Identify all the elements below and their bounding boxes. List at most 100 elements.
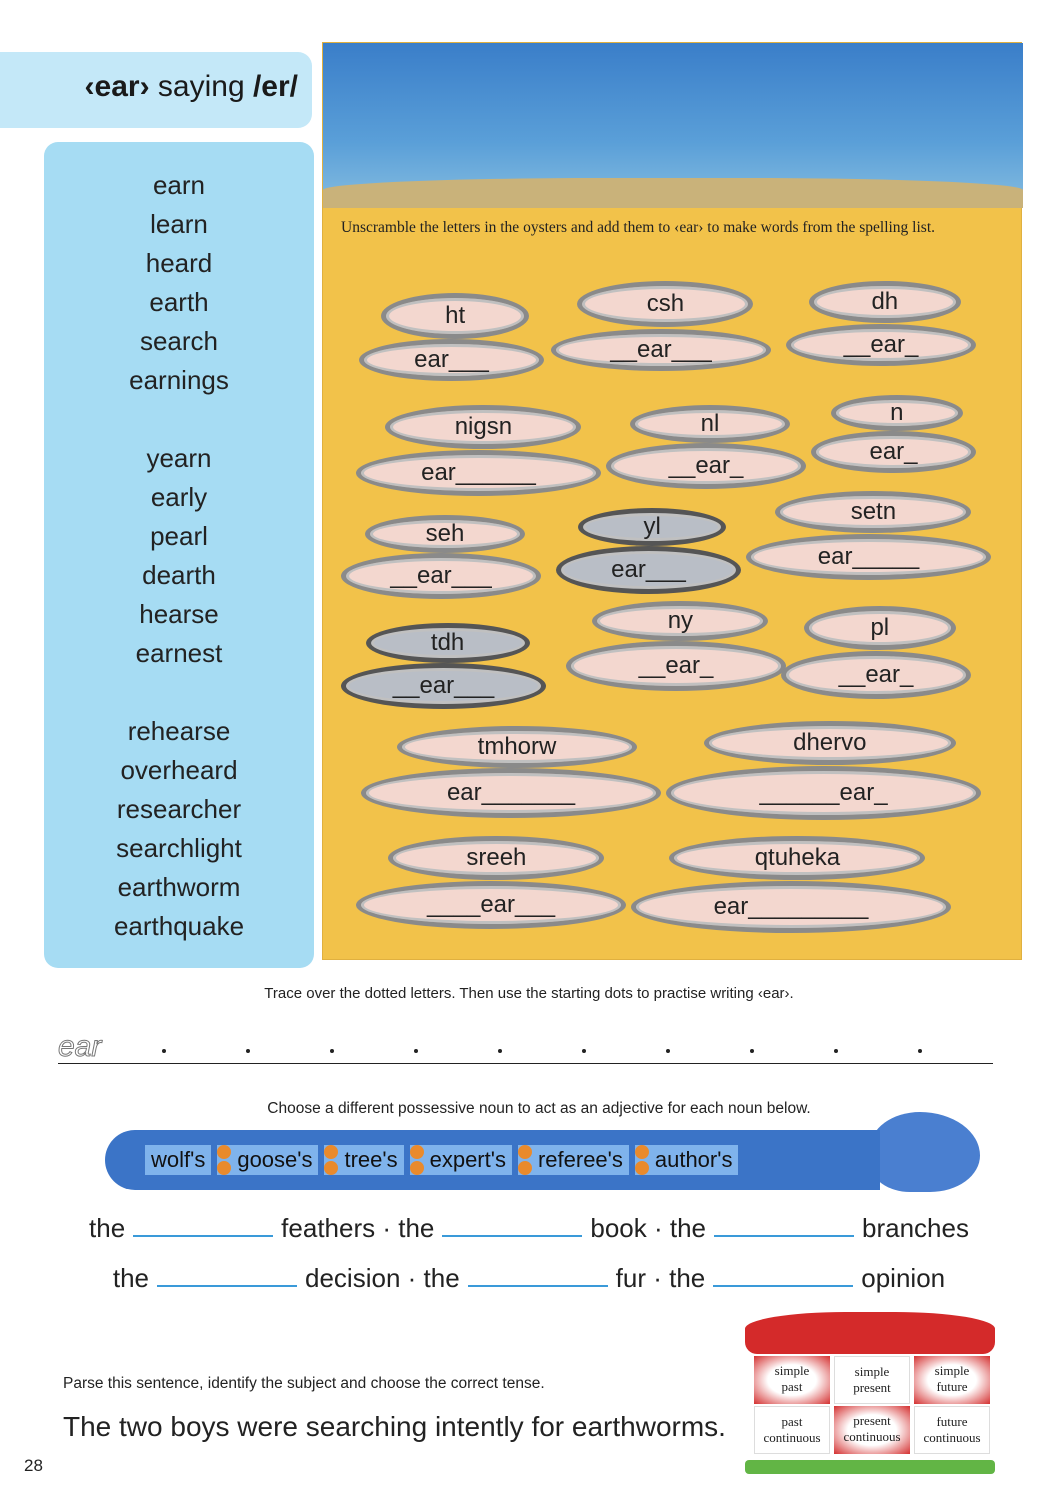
- spelling-list: earn learn heard earth search earnings yearn ea…: [44, 142, 314, 968]
- tense-label: simple: [854, 1364, 890, 1379]
- scrambled-letters: dh: [808, 281, 961, 323]
- spelling-word: earn: [152, 170, 206, 200]
- text: opinion: [861, 1263, 946, 1293]
- snake-head-illustration: [870, 1112, 980, 1192]
- scrambled-letters: ht: [381, 293, 530, 339]
- starting-dot: [750, 1049, 754, 1053]
- starting-dot: [582, 1049, 586, 1053]
- oyster-activity: Unscramble the letters in the oysters an…: [322, 42, 1023, 960]
- tense-label: continuous: [923, 1430, 981, 1445]
- tense-label: simple: [774, 1363, 810, 1378]
- scrambled-letters: tmhorw: [397, 726, 637, 768]
- tense-option[interactable]: past continuous: [754, 1406, 830, 1454]
- tense-option[interactable]: simple past: [754, 1356, 830, 1404]
- scrambled-letters: csh: [577, 281, 754, 327]
- seabed-illustration: [323, 178, 1023, 208]
- sentence-line-2: the decision · the fur · the opinion: [0, 1262, 1058, 1294]
- parse-sentence: The two boys were searching intently for…: [63, 1411, 726, 1442]
- word-pattern[interactable]: __ear_: [566, 641, 786, 691]
- title-banner: ‹ear› saying /er/: [0, 52, 312, 128]
- answer-blank[interactable]: [157, 1265, 298, 1287]
- word-pattern[interactable]: __ear_: [781, 651, 971, 699]
- text: decision · the: [305, 1263, 460, 1293]
- spelling-word: earnings: [129, 365, 229, 395]
- text: the: [112, 1263, 150, 1293]
- possessive-option[interactable]: wolf's: [145, 1145, 212, 1175]
- spelling-word: dearth: [142, 560, 216, 590]
- answer-blank[interactable]: [714, 1215, 855, 1237]
- spelling-word: researcher: [116, 794, 242, 824]
- tense-option[interactable]: simple present: [834, 1356, 910, 1404]
- starting-dot: [246, 1049, 250, 1053]
- word-pattern[interactable]: ____ear___: [356, 881, 626, 929]
- tense-label: future: [936, 1379, 968, 1394]
- possessive-option[interactable]: tree's: [324, 1145, 404, 1175]
- activity-instruction: Unscramble the letters in the oysters an…: [341, 219, 936, 236]
- word-pattern[interactable]: ear_________: [631, 881, 951, 933]
- starting-dot: [414, 1049, 418, 1053]
- tense-label: simple: [934, 1363, 970, 1378]
- word-pattern[interactable]: __ear_: [786, 324, 976, 366]
- spelling-word: yearn: [146, 443, 212, 473]
- text: feathers · the: [281, 1213, 435, 1243]
- spelling-word: pearl: [150, 521, 208, 551]
- word-pattern[interactable]: ear___: [359, 339, 544, 381]
- trace-instruction: Trace over the dotted letters. Then use …: [264, 985, 794, 1002]
- tense-option[interactable]: future continuous: [914, 1406, 990, 1454]
- answer-blank[interactable]: [467, 1265, 608, 1287]
- scrambled-letters: yl: [578, 508, 727, 546]
- starting-dot: [498, 1049, 502, 1053]
- page-title: ‹ear› saying /er/: [84, 70, 298, 103]
- scrambled-letters: pl: [803, 606, 956, 650]
- spelling-word: early: [150, 482, 208, 512]
- spelling-word: overheard: [120, 755, 238, 785]
- tense-label: future: [936, 1414, 968, 1429]
- text: the: [89, 1213, 126, 1243]
- word-pattern[interactable]: ______ear_: [666, 766, 981, 820]
- scrambled-letters: sreeh: [388, 836, 605, 880]
- word-pattern[interactable]: ear___: [556, 546, 741, 594]
- possessive-option[interactable]: author's: [634, 1145, 739, 1175]
- word-pattern[interactable]: ear_: [811, 431, 976, 473]
- word-pattern[interactable]: __ear___: [341, 663, 546, 709]
- scrambled-letters: n: [830, 395, 963, 431]
- tense-label: present: [853, 1413, 891, 1428]
- text: book · the: [590, 1213, 707, 1243]
- spelling-word: earnest: [135, 638, 223, 668]
- word-pattern[interactable]: __ear_: [606, 443, 806, 489]
- sentence-line-1: the feathers · the book · the branches: [0, 1212, 1058, 1244]
- starting-dot: [162, 1049, 166, 1053]
- page-number: 28: [24, 1456, 43, 1475]
- dotted-word: ear: [57, 1030, 102, 1064]
- starting-dot: [666, 1049, 670, 1053]
- possessive-option[interactable]: referee's: [517, 1145, 629, 1175]
- answer-blank[interactable]: [713, 1265, 854, 1287]
- starting-dot: [918, 1049, 922, 1053]
- word-pattern[interactable]: ear______: [356, 450, 601, 496]
- answer-blank[interactable]: [133, 1215, 274, 1237]
- spelling-word: search: [139, 326, 219, 356]
- starting-dot: [330, 1049, 334, 1053]
- scrambled-letters: dhervo: [703, 721, 956, 765]
- word-pattern[interactable]: __ear___: [341, 553, 541, 599]
- tense-option[interactable]: present continuous: [834, 1406, 910, 1454]
- possessive-option[interactable]: expert's: [409, 1145, 512, 1175]
- answer-blank[interactable]: [442, 1215, 583, 1237]
- tent-roof-illustration: [745, 1312, 995, 1354]
- scrambled-letters: seh: [365, 515, 525, 553]
- possessive-option[interactable]: goose's: [217, 1145, 319, 1175]
- scrambled-letters: setn: [775, 491, 972, 533]
- word-pattern[interactable]: ear_______: [361, 768, 661, 818]
- tense-option[interactable]: simple future: [914, 1356, 990, 1404]
- possessive-instruction: Choose a different possessive noun to ac…: [267, 1100, 811, 1117]
- word-pattern[interactable]: ear_____: [746, 534, 991, 580]
- scrambled-letters: qtuheka: [669, 836, 926, 880]
- spelling-word: earthquake: [113, 911, 245, 941]
- parse-instruction: Parse this sentence, identify the subjec…: [63, 1375, 545, 1392]
- spelling-word: earth: [149, 287, 209, 317]
- tense-label: past: [781, 1414, 803, 1429]
- scrambled-letters: nl: [630, 405, 790, 443]
- spelling-word: hearse: [139, 599, 219, 629]
- handwriting-line[interactable]: ear: [57, 1030, 993, 1064]
- word-pattern[interactable]: __ear___: [551, 329, 771, 371]
